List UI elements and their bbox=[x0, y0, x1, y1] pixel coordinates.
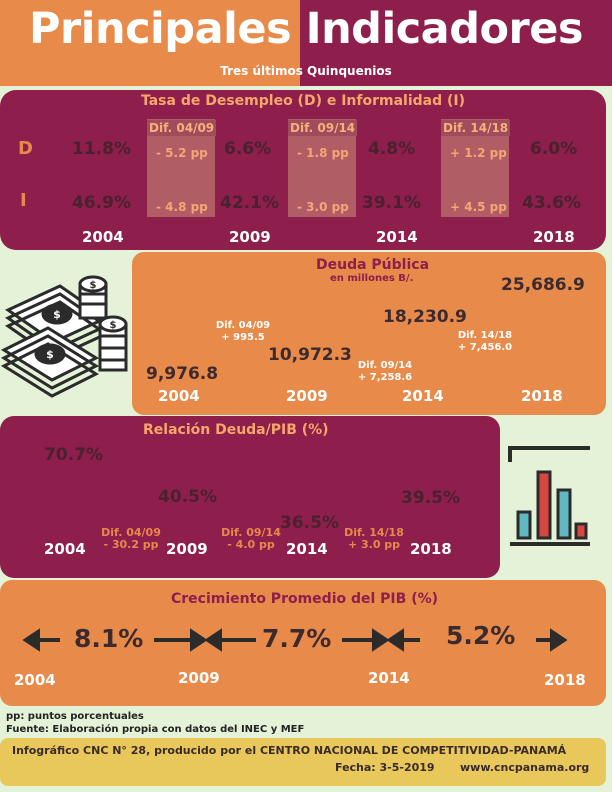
deuda-value-2009: 10,972.3 bbox=[268, 345, 352, 365]
deuda-subtitle: en millones B/. bbox=[330, 273, 414, 284]
d-value-2014: 4.8% bbox=[368, 139, 416, 159]
footer-web: www.cncpanama.org bbox=[460, 761, 590, 774]
footer-band bbox=[0, 738, 606, 786]
crecimiento-panel bbox=[0, 580, 606, 706]
dif-i-14-18: + 4.5 pp bbox=[450, 200, 507, 214]
dif-label-14-18: Dif. 14/18 bbox=[441, 120, 511, 136]
deuda-dif-04-09: Dif. 04/09 + 995.5 bbox=[212, 320, 274, 344]
deuda-dif-09-14: Dif. 09/14 + 7,258.6 bbox=[355, 360, 415, 384]
dif-label-09-14: Dif. 09/14 bbox=[288, 120, 358, 136]
deuda-year-2009: 2009 bbox=[286, 387, 328, 405]
relacion-value-2004: 70.7% bbox=[44, 445, 103, 465]
desempleo-year-2018: 2018 bbox=[533, 228, 575, 246]
relacion-title: Relación Deuda/PIB (%) bbox=[143, 422, 329, 438]
relacion-dif-04-09: Dif. 04/09 - 30.2 pp bbox=[100, 527, 162, 551]
relacion-dif-04-09-value: - 30.2 pp bbox=[103, 538, 159, 551]
relacion-panel bbox=[0, 416, 500, 578]
header-right-band bbox=[300, 0, 612, 86]
deuda-dif-09-14-label: Dif. 09/14 bbox=[357, 360, 413, 371]
relacion-dif-04-09-label: Dif. 04/09 bbox=[101, 526, 161, 539]
relacion-year-2014: 2014 bbox=[286, 540, 328, 558]
relacion-dif-09-14: Dif. 09/14 - 4.0 pp bbox=[221, 527, 281, 551]
d-value-2009: 6.6% bbox=[224, 139, 272, 159]
i-value-2018: 43.6% bbox=[522, 193, 581, 213]
dif-d-09-14: - 1.8 pp bbox=[297, 146, 349, 160]
deuda-dif-04-09-label: Dif. 04/09 bbox=[215, 320, 271, 331]
deuda-dif-14-18-label: Dif. 14/18 bbox=[457, 330, 513, 341]
crecimiento-value-2004-2009: 8.1% bbox=[74, 624, 144, 653]
d-value-2004: 11.8% bbox=[72, 139, 131, 159]
svg-text:$: $ bbox=[46, 348, 54, 361]
deuda-year-2014: 2014 bbox=[402, 387, 444, 405]
deuda-dif-14-18: Dif. 14/18 + 7,456.0 bbox=[452, 330, 518, 354]
deuda-title: Deuda Pública bbox=[316, 257, 430, 273]
crecimiento-year-2009: 2009 bbox=[178, 669, 220, 687]
relacion-dif-09-14-label: Dif. 09/14 bbox=[221, 526, 281, 539]
dif-i-04-09: - 4.8 pp bbox=[156, 200, 208, 214]
crecimiento-year-2014: 2014 bbox=[368, 669, 410, 687]
relacion-dif-14-18-label: Dif. 14/18 bbox=[344, 526, 404, 539]
crecimiento-year-2004: 2004 bbox=[14, 671, 56, 689]
deuda-value-2004: 9,976.8 bbox=[146, 364, 219, 384]
crecimiento-arrows bbox=[22, 628, 568, 652]
i-value-2004: 46.9% bbox=[72, 193, 131, 213]
arrow-right-icon bbox=[550, 628, 568, 652]
deuda-panel bbox=[132, 252, 606, 415]
page-title: Principales Indicadores bbox=[29, 4, 584, 54]
footer-credit: Infográfico CNC N° 28, producido por el … bbox=[12, 744, 567, 757]
relacion-year-2004: 2004 bbox=[44, 540, 86, 558]
relacion-year-2009: 2009 bbox=[166, 540, 208, 558]
arrow-right-icon bbox=[190, 628, 208, 652]
relacion-dif-09-14-value: - 4.0 pp bbox=[227, 538, 275, 551]
dif-d-04-09: - 5.2 pp bbox=[156, 146, 208, 160]
footer-fecha: Fecha: 3-5-2019 bbox=[335, 761, 435, 774]
relacion-year-2018: 2018 bbox=[410, 540, 452, 558]
relacion-value-2018: 39.5% bbox=[401, 488, 460, 508]
dif-d-14-18: + 1.2 pp bbox=[450, 146, 507, 160]
bar-chart-icon bbox=[508, 446, 590, 546]
row-label-d: D bbox=[18, 138, 33, 159]
deuda-value-2018: 25,686.9 bbox=[501, 275, 585, 295]
i-value-2009: 42.1% bbox=[220, 193, 279, 213]
crecimiento-year-2018: 2018 bbox=[544, 671, 586, 689]
crecimiento-value-2014-2018: 5.2% bbox=[446, 621, 516, 650]
svg-text:$: $ bbox=[53, 308, 61, 321]
relacion-dif-14-18: Dif. 14/18 + 3.0 pp bbox=[343, 527, 405, 551]
arrow-left-icon bbox=[22, 628, 40, 652]
deuda-year-2004: 2004 bbox=[158, 387, 200, 405]
note-pp: pp: puntos porcentuales bbox=[6, 711, 144, 722]
relacion-value-2014: 36.5% bbox=[280, 513, 339, 533]
deuda-dif-09-14-value: + 7,258.6 bbox=[357, 372, 413, 383]
desempleo-year-2014: 2014 bbox=[376, 228, 418, 246]
relacion-dif-14-18-value: + 3.0 pp bbox=[347, 538, 401, 551]
i-value-2014: 39.1% bbox=[362, 193, 421, 213]
deuda-value-2014: 18,230.9 bbox=[383, 307, 467, 327]
crecimiento-title: Crecimiento Promedio del PIB (%) bbox=[171, 591, 439, 607]
dif-i-09-14: - 3.0 pp bbox=[297, 200, 349, 214]
d-value-2018: 6.0% bbox=[530, 139, 578, 159]
deuda-year-2018: 2018 bbox=[521, 387, 563, 405]
svg-text:$: $ bbox=[110, 320, 117, 331]
desempleo-title: Tasa de Desempleo (D) e Informalidad (I) bbox=[140, 93, 466, 109]
crecimiento-value-2009-2014: 7.7% bbox=[262, 624, 332, 653]
page-subtitle: Tres últimos Quinquenios bbox=[220, 64, 392, 78]
header-left-band bbox=[0, 0, 300, 86]
relacion-value-2009: 40.5% bbox=[158, 487, 217, 507]
note-fuente: Fuente: Elaboración propia con datos del… bbox=[6, 724, 305, 735]
deuda-dif-04-09-value: + 995.5 bbox=[221, 332, 265, 343]
deuda-dif-14-18-value: + 7,456.0 bbox=[457, 342, 513, 353]
arrow-right-icon bbox=[372, 628, 390, 652]
row-label-i: I bbox=[20, 190, 27, 211]
desempleo-year-2009: 2009 bbox=[229, 228, 271, 246]
svg-text:$: $ bbox=[90, 280, 97, 291]
money-stack-icon: $ $ $ $ bbox=[0, 275, 128, 398]
desempleo-year-2004: 2004 bbox=[82, 228, 124, 246]
dif-label-04-09: Dif. 04/09 bbox=[147, 120, 217, 136]
